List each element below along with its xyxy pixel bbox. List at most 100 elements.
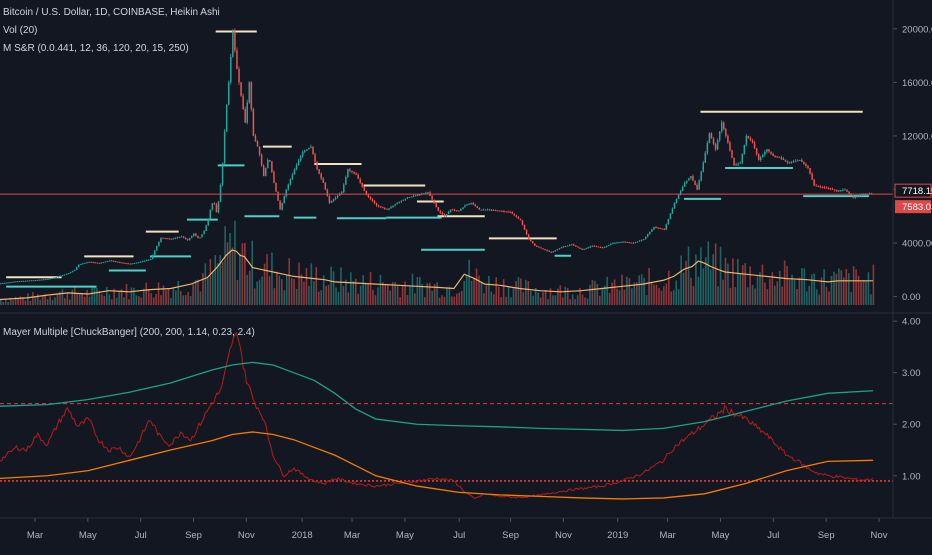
volume-bar [76,293,79,305]
candle-body [349,169,351,171]
candle-body [538,246,540,248]
candle-body [129,263,131,265]
candle-body [819,186,822,188]
candle-body [453,209,456,211]
candle-body [328,196,331,203]
candle-body [698,180,700,190]
volume-bar [456,293,458,305]
candle-body [299,156,302,161]
legend-main: Bitcoin / U.S. Dollar, 1D, COINBASE, Hei… [3,7,220,18]
candle-body [780,157,783,159]
volume-bar [17,298,19,305]
candle-body [320,173,322,179]
candle-body [466,204,468,206]
volume-bar [219,255,221,305]
candle-body [733,157,735,166]
candle-body [542,248,544,250]
candle-body [739,162,741,164]
candle-body [796,160,799,162]
volume-bar [372,289,374,305]
volume-bar [352,280,355,305]
volume-bar [833,271,835,305]
volume-bar [478,275,480,305]
volume-bar [438,297,441,305]
candle-body [597,246,600,248]
candle-body [774,156,776,157]
candle-body [546,250,548,252]
volume-bar [559,285,562,305]
candle-body [622,241,624,243]
volume-bar [867,272,870,305]
candle-body [43,279,45,281]
candle-body [649,231,651,235]
volume-bar [362,275,364,305]
volume-bar [248,270,251,305]
candle-body [805,164,807,167]
candle-body [357,174,359,179]
candle-body [330,201,333,203]
volume-bar [423,297,426,305]
volume-bar [303,281,305,305]
candle-body [712,138,715,144]
volume-bar [377,287,379,305]
x-tick-label: 2018 [292,530,313,541]
candle-body [568,244,571,246]
volume-bar [244,242,246,305]
volume-bar [576,295,579,305]
candle-body [211,203,214,210]
candle-body [507,211,509,213]
candle-body [252,109,255,136]
volume-bar [170,298,172,305]
candle-body [365,190,368,195]
x-tick-label: Sep [185,530,202,541]
candle-body [84,262,86,264]
volume-bar [749,266,751,305]
mayer-lower-band-line[interactable] [0,431,874,500]
volume-bar [305,268,308,305]
x-tick-label: May [79,530,97,541]
volume-bar [623,289,626,305]
candle-body [4,282,6,284]
volume-bar [860,281,862,305]
volume-bar [73,285,76,305]
candle-body [102,262,105,264]
volume-bar [598,295,601,305]
x-tick-label: Mar [659,530,675,541]
candle-body [135,262,138,264]
volume-bar [118,291,120,305]
volume-bar [29,300,32,305]
candle-body [727,135,729,143]
legend-volume: Vol (20) [3,25,38,36]
candle-body [425,192,427,194]
volume-bar [396,284,399,305]
candle-body [836,190,838,192]
volume-bar [441,295,443,305]
candle-body [297,160,300,166]
price-pane[interactable]: 0.004000.008000.0012000.0016000.0020000.… [0,24,932,314]
candle-body [560,247,563,249]
mayer-upper-band-line[interactable] [0,361,874,432]
candle-body [626,241,629,243]
candle-body [608,244,610,246]
volume-bar [347,292,350,305]
candle-body [347,169,349,177]
candle-body [174,237,177,239]
mayer-multiple-line[interactable] [0,332,873,500]
candle-body [813,179,815,186]
volume-bar [520,278,522,305]
volume-bar [224,226,226,305]
candle-body [532,241,534,244]
volume-bar [448,286,451,305]
volume-bar [855,269,857,305]
candle-body [197,235,199,238]
volume-bar [515,280,517,305]
candle-body [603,246,606,248]
volume-bar [88,296,91,305]
volume-bar [293,278,295,305]
price-candles[interactable] [0,28,873,285]
candle-body [462,207,464,210]
mayer-pane[interactable]: 1.00 2.00 3.00 4.00 [0,317,921,500]
volume-bar [278,275,281,305]
candle-body [361,182,364,187]
